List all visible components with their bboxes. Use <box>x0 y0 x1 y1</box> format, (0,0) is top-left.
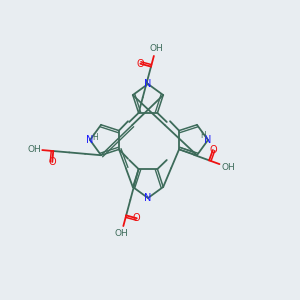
Text: H: H <box>201 131 206 140</box>
Text: O: O <box>136 59 144 69</box>
Text: OH: OH <box>149 44 163 53</box>
Text: H: H <box>93 133 98 142</box>
Text: N: N <box>144 79 152 89</box>
Text: N: N <box>144 193 152 203</box>
Text: O: O <box>133 213 141 223</box>
Text: OH: OH <box>27 145 41 154</box>
Text: N: N <box>204 135 212 145</box>
Text: OH: OH <box>221 163 235 172</box>
Text: N: N <box>86 135 94 145</box>
Text: O: O <box>49 157 56 167</box>
Text: OH: OH <box>114 229 128 238</box>
Text: O: O <box>209 145 217 155</box>
